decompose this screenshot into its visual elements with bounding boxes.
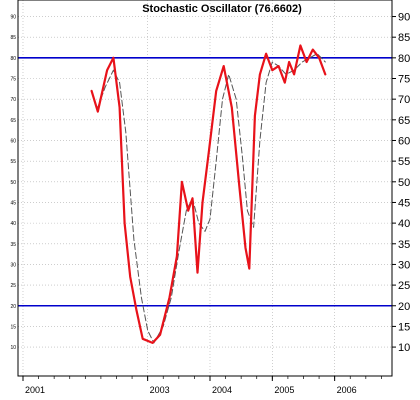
y-tick-label-right: 75 — [398, 74, 410, 86]
x-tick-label: 2004 — [212, 385, 232, 395]
y-tick-label-left: 15 — [10, 324, 16, 330]
y-tick-label-left: 80 — [10, 56, 16, 62]
y-tick-label-left: 10 — [10, 345, 16, 351]
y-tick-label-right: 85 — [398, 32, 410, 44]
y-tick-label-left: 25 — [10, 283, 16, 289]
y-tick-label-left: 55 — [10, 159, 16, 165]
y-tick-label-right: 55 — [398, 156, 410, 168]
plot-frame — [17, 0, 393, 377]
x-tick-label: 2005 — [274, 385, 294, 395]
x-ticks: 2001 2003 2004 2005 2006 — [22, 376, 382, 395]
y-tick-label-left: 75 — [10, 77, 16, 83]
y-tick-label-right: 70 — [398, 94, 410, 106]
y-tick-label-left: 85 — [10, 35, 16, 41]
y-tick-label-right: 65 — [398, 115, 410, 127]
y-tick-label-left: 60 — [10, 138, 16, 144]
y-tick-label-left: 45 — [10, 200, 16, 206]
signal-line-dashed — [97, 53, 326, 344]
x-tick-label: 2003 — [150, 385, 170, 395]
y-tick-label-left: 70 — [10, 97, 16, 103]
y-tick-label-left: 65 — [10, 118, 16, 124]
y-tick-label-right: 30 — [398, 259, 410, 271]
y-tick-label-left: 50 — [10, 180, 16, 186]
y-ticks-right: 10 15 20 25 30 35 40 45 50 55 60 65 70 75 80 85 90 — [392, 12, 410, 354]
y-tick-label-left: 40 — [10, 221, 16, 227]
y-tick-label-right: 20 — [398, 301, 410, 313]
y-tick-label-right: 60 — [398, 135, 410, 147]
y-ticks-left: 10 15 20 25 30 35 40 45 50 55 60 65 70 75 80 85 90 — [10, 15, 16, 352]
y-tick-label-left: 90 — [10, 15, 16, 21]
y-tick-label-left: 20 — [10, 304, 16, 310]
series — [90, 44, 327, 344]
y-tick-label-right: 10 — [398, 342, 410, 354]
y-tick-label-left: 30 — [10, 262, 16, 268]
y-tick-label-right: 90 — [398, 12, 410, 24]
y-tick-label-right: 45 — [398, 197, 410, 209]
y-tick-label-left: 35 — [10, 242, 16, 248]
y-tick-label-right: 35 — [398, 239, 410, 251]
reference-lines — [18, 57, 392, 307]
y-tick-label-right: 25 — [398, 280, 410, 292]
chart-title: Stochastic Oscillator (76.6602) — [142, 3, 302, 15]
y-tick-label-right: 15 — [398, 321, 410, 333]
stochastic-line — [90, 44, 327, 344]
y-tick-label-right: 80 — [398, 53, 410, 65]
y-tick-label-right: 40 — [398, 218, 410, 230]
x-tick-label: 2006 — [337, 385, 357, 395]
x-tick-label: 2001 — [25, 385, 45, 395]
y-tick-label-right: 50 — [398, 177, 410, 189]
